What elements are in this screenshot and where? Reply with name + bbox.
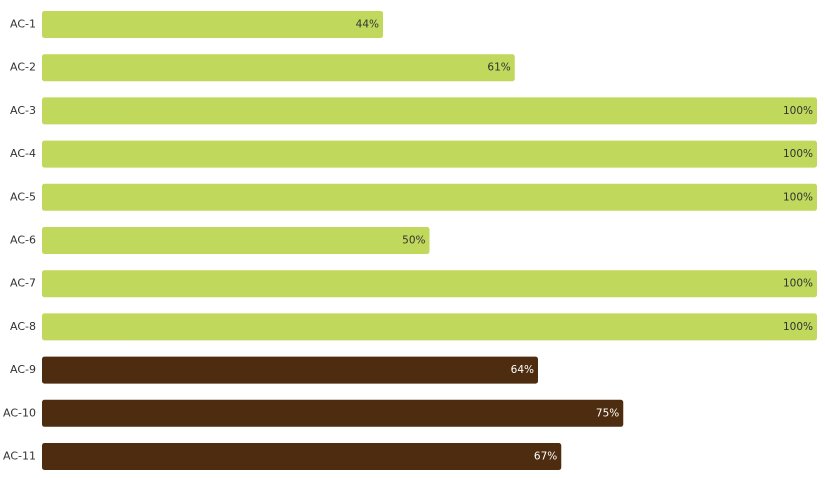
bar (42, 270, 817, 298)
category-label: AC-11 (3, 450, 36, 463)
bar (42, 443, 562, 470)
category-label: AC-2 (10, 61, 36, 74)
value-label: 100% (783, 278, 813, 290)
value-label: 67% (534, 451, 557, 463)
value-label: 100% (783, 105, 813, 117)
bar (42, 11, 383, 38)
category-label: AC-8 (10, 320, 36, 333)
category-label: AC-5 (10, 190, 36, 203)
value-label: 64% (511, 364, 534, 376)
bar (42, 54, 515, 82)
value-label: 100% (783, 148, 813, 160)
category-label: AC-6 (10, 234, 36, 247)
bar (42, 313, 817, 341)
category-label: AC-10 (3, 406, 36, 419)
category-label: AC-3 (10, 104, 36, 117)
category-label: AC-1 (10, 18, 36, 31)
category-label: AC-7 (10, 277, 36, 290)
category-label: AC-4 (10, 147, 36, 160)
bar (42, 97, 817, 125)
value-label: 61% (487, 62, 510, 74)
bar (42, 140, 817, 168)
value-label: 44% (356, 19, 379, 31)
category-label: AC-9 (10, 363, 36, 376)
value-label: 100% (783, 191, 813, 203)
bar (42, 399, 624, 427)
value-label: 100% (783, 321, 813, 333)
bar (42, 227, 430, 254)
value-label: 50% (402, 235, 425, 247)
value-label: 75% (596, 407, 619, 419)
bar (42, 183, 817, 211)
bar (42, 356, 538, 384)
